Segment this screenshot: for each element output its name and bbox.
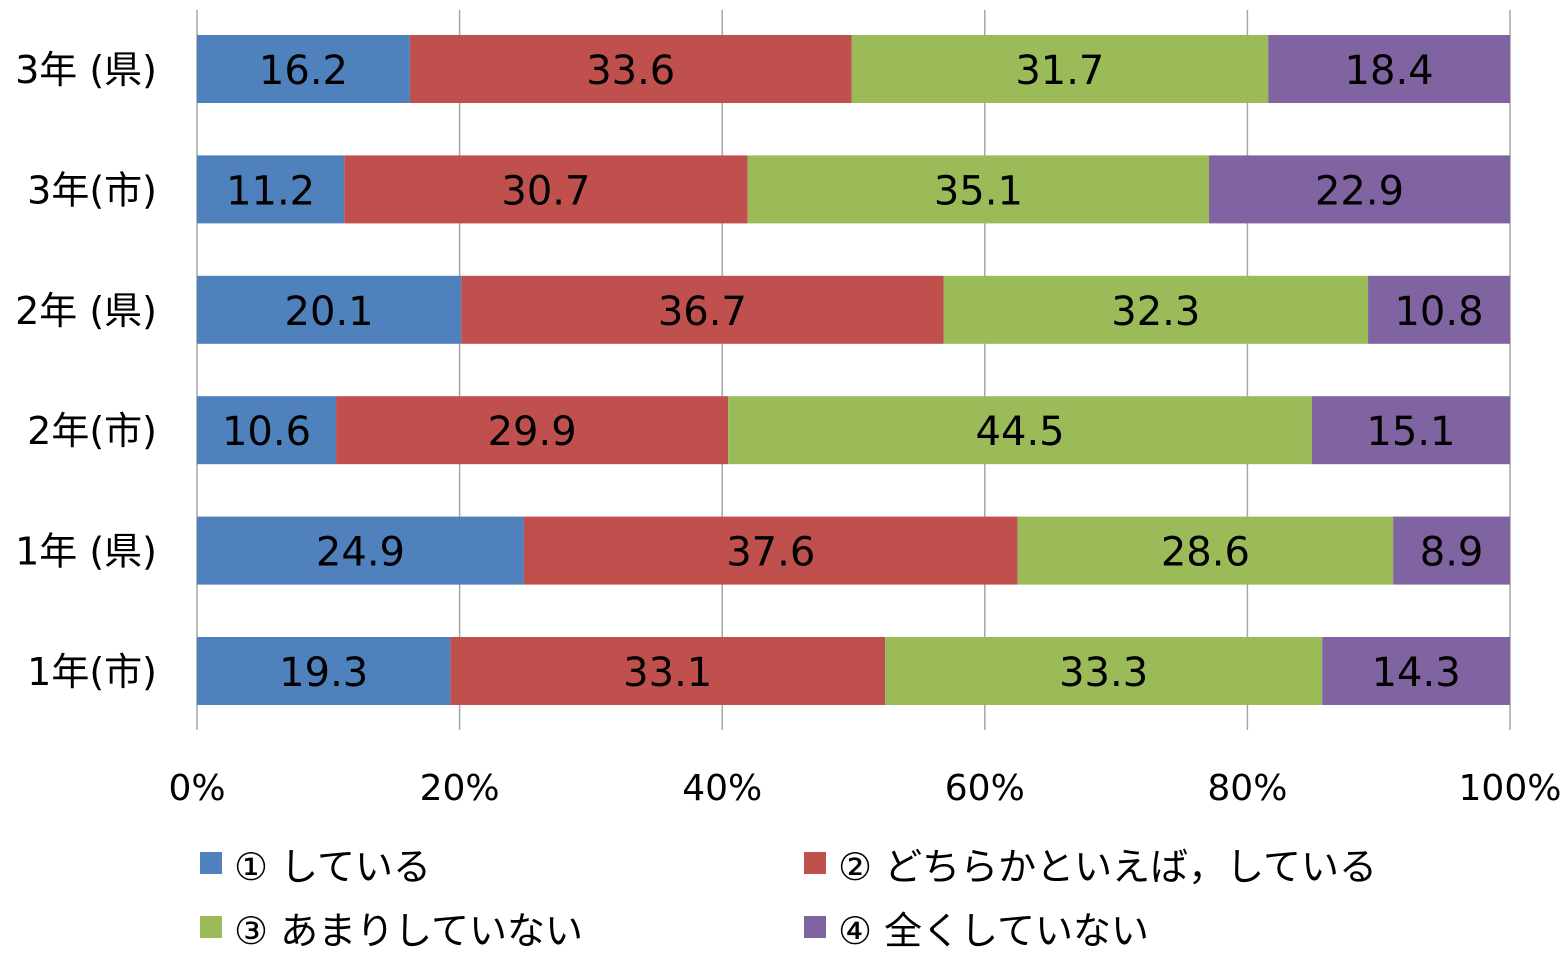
data-label-1-1: 16.2 bbox=[259, 48, 348, 94]
data-label-2-4: 22.9 bbox=[1315, 168, 1404, 214]
category-label-2: 3年(市) bbox=[27, 168, 157, 212]
bar-2-series-4 bbox=[1209, 155, 1510, 224]
x-tick-label-2: 40% bbox=[682, 768, 762, 809]
legend-label-1: ① している bbox=[234, 844, 432, 889]
bar-5-series-2 bbox=[523, 516, 1018, 585]
data-label-6-3: 33.3 bbox=[1059, 650, 1148, 696]
legend-label-3: ③ あまりしていない bbox=[234, 908, 584, 953]
data-label-3-4: 10.8 bbox=[1394, 289, 1483, 335]
bar-6-series-3 bbox=[885, 637, 1323, 705]
bar-2-series-2 bbox=[344, 155, 748, 224]
bar-3-series-3 bbox=[943, 275, 1369, 344]
bar-5-series-1 bbox=[197, 516, 524, 585]
bar-4-series-3 bbox=[728, 396, 1312, 465]
legend-swatch-3 bbox=[200, 916, 222, 938]
bar-5-series-3 bbox=[1017, 516, 1394, 585]
data-label-1-2: 33.6 bbox=[586, 48, 675, 94]
legend-swatch-1 bbox=[200, 852, 222, 874]
bar-1-series-2 bbox=[409, 35, 852, 103]
bar-1-series-4 bbox=[1268, 35, 1510, 103]
legend-swatch-4 bbox=[804, 916, 826, 938]
legend-swatch-2 bbox=[804, 852, 826, 874]
x-tick-label-5: 100% bbox=[1459, 768, 1562, 809]
x-tick-label-4: 80% bbox=[1207, 768, 1287, 809]
category-label-5: 1年 (県) bbox=[15, 530, 157, 574]
data-label-5-3: 28.6 bbox=[1161, 530, 1250, 576]
category-label-4: 2年(市) bbox=[27, 409, 157, 453]
bar-3-series-2 bbox=[461, 275, 944, 344]
data-label-3-3: 32.3 bbox=[1111, 289, 1200, 335]
category-label-1: 3年 (県) bbox=[15, 48, 157, 92]
legend-item-3: ③ あまりしていない bbox=[200, 899, 583, 955]
bar-6-series-2 bbox=[450, 637, 886, 705]
bar-6-series-1 bbox=[197, 637, 451, 705]
bar-3-series-4 bbox=[1368, 275, 1510, 344]
data-label-1-4: 18.4 bbox=[1345, 48, 1434, 94]
data-label-4-4: 15.1 bbox=[1366, 409, 1455, 455]
x-tick-label-1: 20% bbox=[420, 768, 500, 809]
data-label-1-3: 31.7 bbox=[1015, 48, 1104, 94]
data-label-2-3: 35.1 bbox=[934, 168, 1023, 214]
data-label-4-3: 44.5 bbox=[976, 409, 1065, 455]
legend: ① している ② どちらかといえば，している ③ あまりしていない ④ 全くして… bbox=[200, 835, 1530, 953]
data-label-6-2: 33.1 bbox=[623, 650, 712, 696]
gridlines bbox=[196, 10, 1511, 730]
bar-2-series-1 bbox=[197, 155, 345, 224]
category-label-3: 2年 (県) bbox=[15, 289, 157, 333]
bar-6-series-4 bbox=[1322, 637, 1510, 705]
category-label-6: 1年(市) bbox=[27, 650, 157, 694]
bar-1-series-1 bbox=[197, 35, 410, 103]
x-tick-label-0: 0% bbox=[168, 768, 225, 809]
legend-item-4: ④ 全くしていない bbox=[804, 899, 1149, 955]
bar-4-series-4 bbox=[1311, 396, 1510, 465]
bar-3-series-1 bbox=[197, 275, 462, 344]
data-label-5-4: 8.9 bbox=[1420, 530, 1484, 576]
bar-1-series-3 bbox=[851, 35, 1269, 103]
legend-label-2: ② どちらかといえば，している bbox=[838, 844, 1378, 889]
data-label-6-1: 19.3 bbox=[279, 650, 368, 696]
data-label-4-1: 10.6 bbox=[222, 409, 311, 455]
category-labels: 3年 (県) 3年(市) 2年 (県) 2年(市) 1年 (県) 1年(市) bbox=[15, 48, 157, 694]
data-label-2-1: 11.2 bbox=[226, 168, 315, 214]
data-label-6-4: 14.3 bbox=[1372, 650, 1461, 696]
bar-5-series-4 bbox=[1393, 516, 1510, 585]
bars: 16.2 33.6 31.7 18.4 11.2 30.7 35.1 22.9 20.1 36.7… bbox=[197, 35, 1510, 705]
x-tick-labels: 0% 20% 40% 60% 80% 100% bbox=[168, 768, 1561, 809]
legend-label-4: ④ 全くしていない bbox=[838, 908, 1150, 953]
data-label-3-1: 20.1 bbox=[285, 289, 374, 335]
x-tick-label-3: 60% bbox=[945, 768, 1025, 809]
data-label-4-2: 29.9 bbox=[488, 409, 577, 455]
bar-2-series-3 bbox=[747, 155, 1210, 224]
legend-item-1: ① している bbox=[200, 835, 431, 891]
data-label-3-2: 36.7 bbox=[658, 289, 747, 335]
data-label-5-2: 37.6 bbox=[726, 530, 815, 576]
bar-4-series-1 bbox=[197, 396, 337, 465]
bar-4-series-2 bbox=[336, 396, 729, 465]
data-label-5-1: 24.9 bbox=[316, 530, 405, 576]
data-label-2-2: 30.7 bbox=[501, 168, 590, 214]
legend-item-2: ② どちらかといえば，している bbox=[804, 835, 1377, 891]
